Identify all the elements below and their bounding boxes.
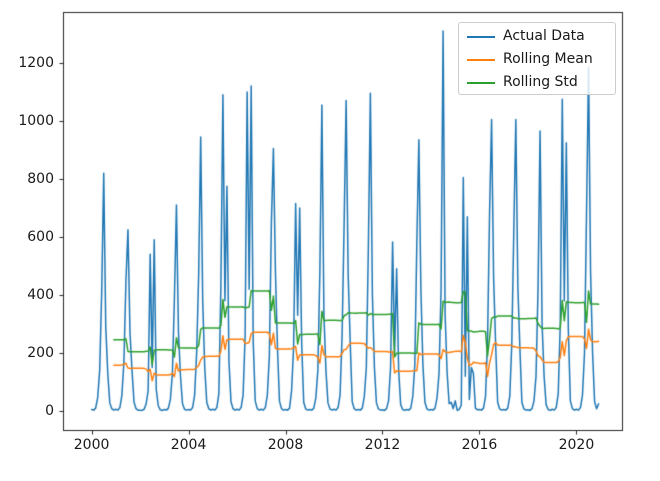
x-tick-label: 2016 xyxy=(461,437,498,453)
x-tick-label: 2000 xyxy=(73,437,110,453)
legend-item-rolling-mean: Rolling Mean xyxy=(459,48,615,71)
y-tick-label: 600 xyxy=(27,228,54,245)
x-tick-label: 2020 xyxy=(558,437,595,453)
x-tick-label: 2012 xyxy=(364,437,401,453)
legend-line-sample-rolling-mean-icon xyxy=(467,58,495,61)
legend-line-sample-actual-data-icon xyxy=(467,35,495,38)
legend-line-sample-rolling-std-icon xyxy=(467,81,495,84)
y-tick-label: 1200 xyxy=(18,54,54,71)
x-tick-label: 2004 xyxy=(170,437,207,453)
legend-item-actual-data: Actual Data xyxy=(459,25,615,48)
x-tick-label: 2008 xyxy=(267,437,304,453)
legend-label-rolling-std: Rolling Std xyxy=(503,74,578,90)
y-tick-label: 200 xyxy=(27,344,54,361)
y-tick-label: 0 xyxy=(45,403,54,419)
legend-label-actual-data: Actual Data xyxy=(503,28,585,44)
legend: Actual Data Rolling Mean Rolling Std xyxy=(458,22,616,95)
y-tick-label: 400 xyxy=(27,286,54,303)
legend-label-rolling-mean: Rolling Mean xyxy=(503,51,593,67)
y-tick-label: 1000 xyxy=(18,112,54,129)
legend-item-rolling-std: Rolling Std xyxy=(459,71,615,94)
y-tick-label: 800 xyxy=(27,170,54,187)
